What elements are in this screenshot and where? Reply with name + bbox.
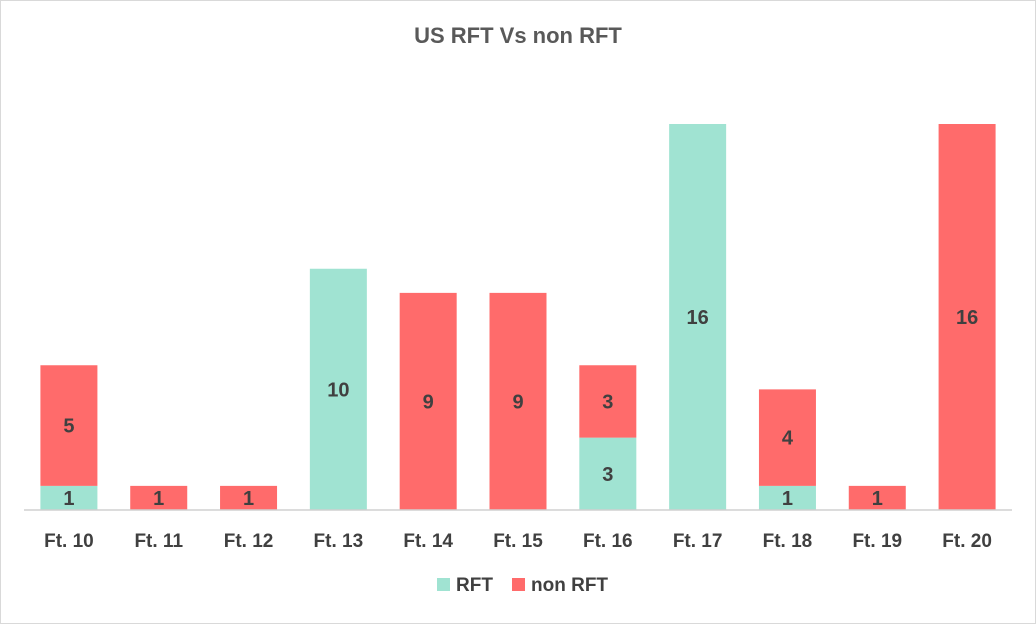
data-label-non-rft-ft-15: 9: [512, 391, 523, 413]
x-tick-label-ft-11: Ft. 11: [134, 531, 183, 552]
bar-non-rft-ft-12: [220, 485, 278, 511]
data-label-rft-ft-10: 1: [63, 488, 74, 510]
bar-rft-ft-17: [669, 124, 727, 510]
legend-swatch-rft: [437, 578, 450, 591]
data-label-non-rft-ft-18: 4: [782, 428, 794, 450]
data-label-rft-ft-13: 10: [327, 379, 349, 401]
bar-non-rft-ft-15: [489, 292, 547, 511]
data-label-non-rft-ft-20: 16: [956, 307, 978, 329]
data-label-non-rft-ft-19: 1: [872, 488, 883, 510]
x-tick-label-ft-10: Ft. 10: [44, 531, 94, 552]
data-label-rft-ft-17: 16: [687, 307, 709, 329]
x-tick-label-ft-12: Ft. 12: [224, 531, 274, 552]
bar-rft-ft-10: [40, 485, 98, 511]
bar-non-rft-ft-11: [130, 485, 188, 511]
x-tick-labels: Ft. 10 Ft. 11 Ft. 12 Ft. 13 Ft. 14 Ft. 15 Ft. …: [44, 531, 992, 552]
data-label-non-rft-ft-10: 5: [63, 416, 74, 438]
bars-layer: [40, 124, 996, 511]
bar-non-rft-ft-20: [938, 124, 996, 510]
legend: RFT non RFT: [437, 575, 608, 596]
legend-label-rft: RFT: [456, 575, 493, 596]
data-label-non-rft-ft-14: 9: [423, 391, 434, 413]
x-tick-label-ft-20: Ft. 20: [942, 531, 992, 552]
legend-swatch-non-rft: [512, 578, 525, 591]
bar-rft-ft-18: [758, 485, 816, 511]
bar-rft-ft-16: [579, 437, 637, 511]
bar-non-rft-ft-14: [399, 292, 457, 511]
bar-non-rft-ft-18: [758, 389, 816, 486]
data-label-non-rft-ft-12: 1: [243, 488, 254, 510]
data-label-rft-ft-18: 1: [782, 488, 793, 510]
data-label-non-rft-ft-16: 3: [602, 391, 613, 413]
data-label-rft-ft-16: 3: [602, 464, 613, 486]
bar-rft-ft-13: [309, 268, 367, 510]
x-tick-label-ft-15: Ft. 15: [493, 531, 543, 552]
x-tick-label-ft-14: Ft. 14: [403, 531, 453, 552]
legend-label-non-rft: non RFT: [531, 575, 608, 596]
x-tick-label-ft-16: Ft. 16: [583, 531, 633, 552]
bar-non-rft-ft-10: [40, 365, 98, 486]
x-tick-label-ft-13: Ft. 13: [314, 531, 364, 552]
x-tick-label-ft-17: Ft. 17: [673, 531, 723, 552]
bar-non-rft-ft-19: [848, 485, 906, 511]
x-tick-label-ft-18: Ft. 18: [763, 531, 813, 552]
bar-non-rft-ft-16: [579, 365, 637, 438]
x-tick-label-ft-19: Ft. 19: [852, 531, 902, 552]
chart-title: US RFT Vs non RFT: [414, 23, 622, 48]
data-label-non-rft-ft-11: 1: [153, 488, 164, 510]
